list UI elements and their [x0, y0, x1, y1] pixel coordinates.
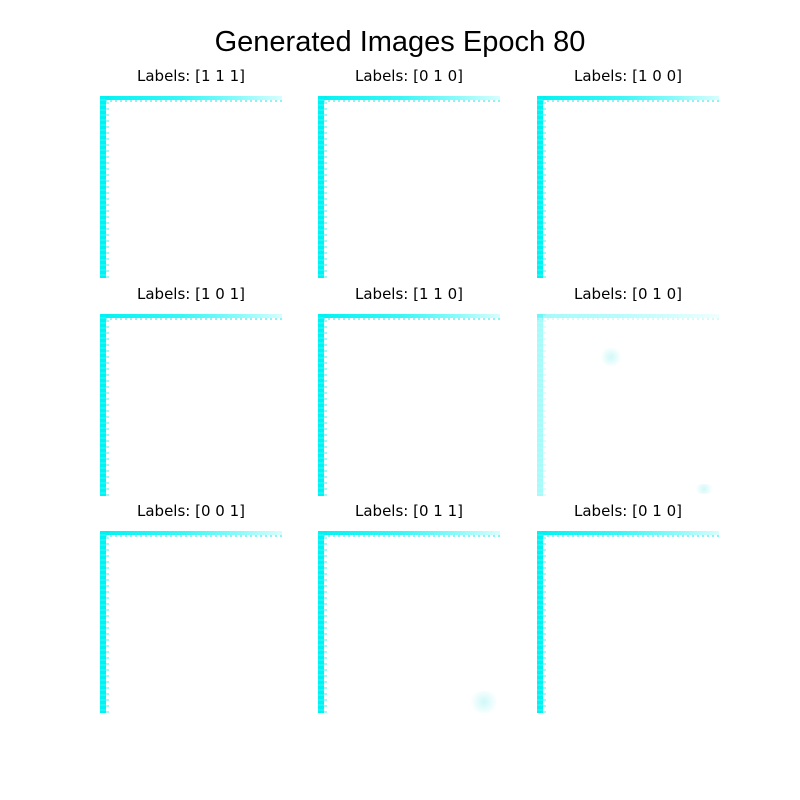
image-left-edge [537, 96, 546, 278]
image-artifact [468, 691, 500, 713]
image-artifact [599, 348, 623, 366]
image-left-edge [100, 531, 109, 713]
image-left-edge [318, 314, 327, 496]
generated-image-panel: Labels: [0 0 1] [100, 499, 282, 713]
image-left-edge [537, 314, 546, 496]
panel-label: Labels: [0 1 0] [355, 67, 463, 85]
image-top-edge [100, 531, 282, 537]
generated-image-panel: Labels: [1 0 1] [100, 282, 282, 496]
generated-image-panel: Labels: [1 1 0] [318, 282, 500, 496]
generated-image-panel: Labels: [0 1 0] [537, 499, 719, 713]
generated-image-panel: Labels: [0 1 0] [537, 282, 719, 496]
generated-image [318, 314, 500, 496]
panel-label: Labels: [1 0 1] [137, 285, 245, 303]
panel-label: Labels: [1 1 1] [137, 67, 245, 85]
image-top-edge [537, 96, 719, 102]
image-top-edge [318, 314, 500, 320]
generated-image [318, 531, 500, 713]
panel-label: Labels: [0 1 0] [574, 285, 682, 303]
image-artifact [693, 484, 715, 494]
panel-label: Labels: [0 1 0] [574, 502, 682, 520]
generated-image-panel: Labels: [1 1 1] [100, 64, 282, 278]
panel-label: Labels: [0 1 1] [355, 502, 463, 520]
figure-title: Generated Images Epoch 80 [214, 26, 586, 58]
generated-image-panel: Labels: [0 1 0] [318, 64, 500, 278]
image-left-edge [100, 314, 109, 496]
image-top-edge [318, 531, 500, 537]
generated-image [318, 96, 500, 278]
image-left-edge [537, 531, 546, 713]
generated-image-panel: Labels: [0 1 1] [318, 499, 500, 713]
panel-label: Labels: [0 0 1] [137, 502, 245, 520]
generated-image [100, 96, 282, 278]
panel-label: Labels: [1 0 0] [574, 67, 682, 85]
panel-label: Labels: [1 1 0] [355, 285, 463, 303]
image-top-edge [537, 314, 719, 320]
image-top-edge [537, 531, 719, 537]
image-left-edge [318, 96, 327, 278]
image-top-edge [100, 96, 282, 102]
generated-image-panel: Labels: [1 0 0] [537, 64, 719, 278]
generated-image [537, 314, 719, 496]
generated-image [100, 531, 282, 713]
generated-image [100, 314, 282, 496]
generated-image [537, 531, 719, 713]
image-left-edge [100, 96, 109, 278]
image-top-edge [100, 314, 282, 320]
generated-image [537, 96, 719, 278]
image-left-edge [318, 531, 327, 713]
image-top-edge [318, 96, 500, 102]
